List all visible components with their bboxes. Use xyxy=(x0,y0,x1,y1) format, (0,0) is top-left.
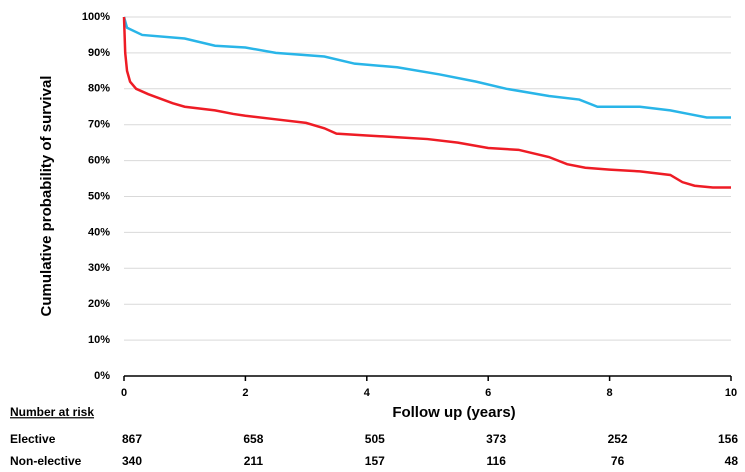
risk-count: 505 xyxy=(365,432,385,446)
risk-title: Number at risk xyxy=(10,405,94,419)
risk-count: 211 xyxy=(244,454,264,468)
x-axis-label: Follow up (years) xyxy=(392,404,515,421)
y-tick-label: 20% xyxy=(88,298,110,310)
survival-line xyxy=(122,16,731,189)
risk-count: 658 xyxy=(243,432,263,446)
x-tick-label: 8 xyxy=(607,387,613,399)
risk-count: 340 xyxy=(122,454,142,468)
x-tick-label: 2 xyxy=(242,387,248,399)
survival-line xyxy=(122,16,731,119)
risk-count: 252 xyxy=(608,432,628,446)
risk-count: 373 xyxy=(486,432,506,446)
risk-count: 867 xyxy=(122,432,142,446)
risk-count: 116 xyxy=(487,454,507,468)
x-tick-label: 0 xyxy=(121,387,127,399)
risk-row-label: Non-elective xyxy=(10,454,82,468)
x-tick-label: 6 xyxy=(485,387,491,399)
risk-row-label: Elective xyxy=(10,432,56,446)
y-tick-label: 10% xyxy=(88,334,110,346)
risk-count: 157 xyxy=(365,454,385,468)
y-tick-label: 40% xyxy=(88,226,110,238)
y-tick-label: 60% xyxy=(88,155,110,167)
y-tick-label: 0% xyxy=(94,370,110,382)
y-tick-label: 70% xyxy=(88,119,110,131)
x-tick-label: 4 xyxy=(364,387,371,399)
y-tick-label: 90% xyxy=(88,47,110,59)
y-tick-label: 30% xyxy=(88,262,110,274)
y-tick-label: 80% xyxy=(88,83,110,95)
y-tick-label: 100% xyxy=(82,11,110,23)
risk-count: 48 xyxy=(725,454,739,468)
y-axis-label: Cumulative probability of survival xyxy=(38,76,55,317)
y-tick-label: 50% xyxy=(88,190,110,202)
risk-count: 76 xyxy=(611,454,625,468)
risk-count: 156 xyxy=(718,432,738,446)
x-tick-label: 10 xyxy=(725,387,737,399)
